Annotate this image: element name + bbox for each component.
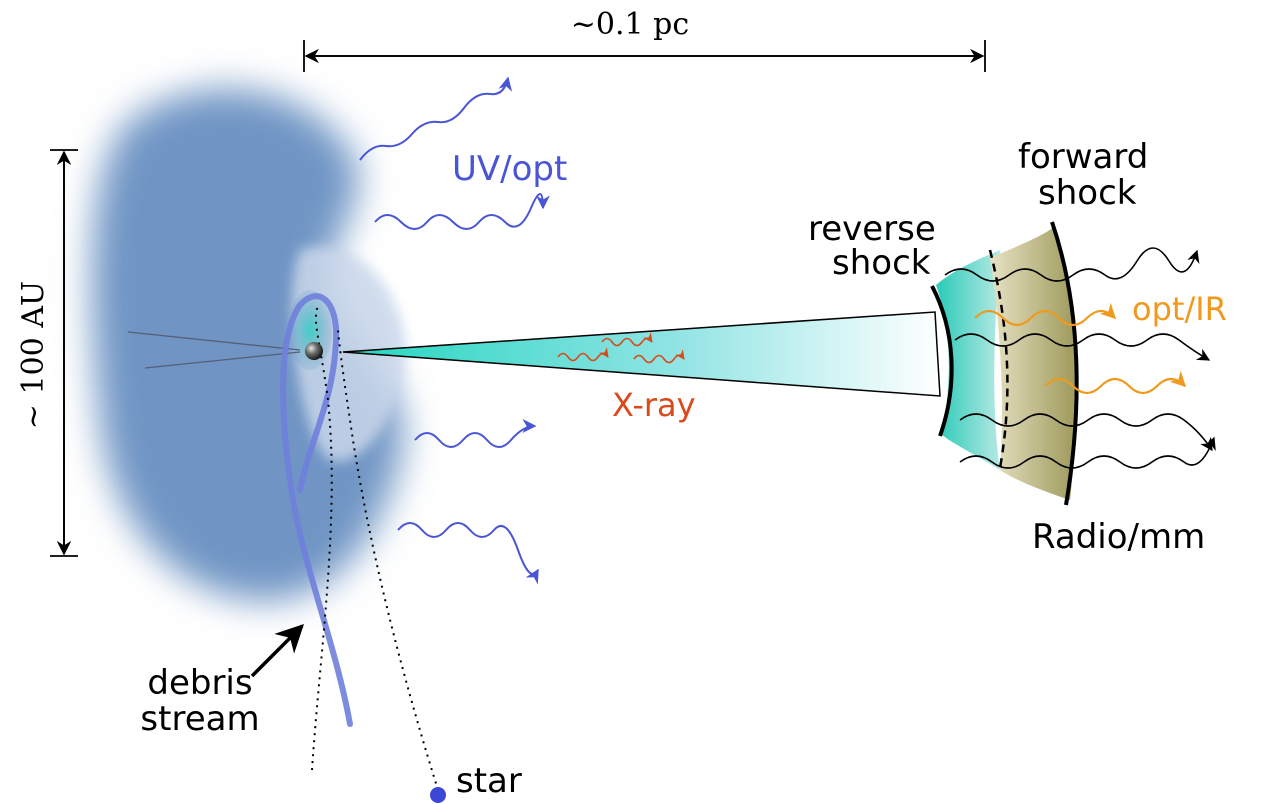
debris-pointer-arrow — [250, 624, 304, 678]
reverse-shock-label-line2: shock — [832, 243, 931, 283]
reverse-shock-region — [936, 250, 1000, 470]
jet-cone — [342, 311, 941, 397]
scale-horizontal-label: ~0.1 pc — [571, 7, 689, 42]
x-ray-label: X-ray — [612, 386, 696, 424]
debris-stream-label-line1: debris — [147, 663, 252, 703]
debris-stream-label-line2: stream — [140, 699, 259, 739]
opt-ir-label: opt/IR — [1132, 290, 1227, 328]
x-ray-waves — [557, 332, 685, 364]
black-hole — [305, 342, 323, 360]
reverse-shock-label-line1: reverse — [808, 209, 936, 249]
counter-jet-line-lower — [144, 351, 301, 369]
x-ray-wave-3 — [633, 349, 685, 364]
horizontal-scale-bar — [303, 40, 986, 72]
counter-jet-line-upper — [127, 331, 301, 351]
star-label: star — [456, 761, 522, 801]
uv-wave-1 — [359, 76, 513, 161]
radio-waves — [944, 247, 1216, 469]
star — [430, 787, 446, 803]
uv-opt-label: UV/opt — [452, 149, 567, 189]
x-ray-wave-2 — [601, 332, 653, 347]
contact-discontinuity — [988, 249, 1009, 469]
uv-wave-4 — [397, 522, 539, 585]
forward-shock-label-line1: forward — [1018, 137, 1148, 177]
radio-mm-label: Radio/mm — [1032, 517, 1205, 557]
x-ray-wave-1 — [557, 347, 609, 362]
vertical-scale-bar — [50, 149, 78, 557]
opt-ir-waves — [974, 302, 1187, 395]
debris-stream — [280, 293, 353, 727]
radio-wave-1 — [944, 247, 1200, 282]
scale-vertical-label: ~ 100 AU — [16, 281, 51, 429]
radio-wave-4 — [959, 436, 1216, 469]
radio-wave-2 — [954, 333, 1211, 361]
uv-wave-3 — [414, 419, 537, 448]
reverse-shock-front — [930, 285, 954, 437]
forward-shock-region — [990, 226, 1077, 500]
radio-wave-3 — [959, 413, 1213, 452]
uv-opt-waves — [359, 76, 550, 585]
opt-ir-wave-1 — [974, 302, 1117, 327]
star-orbit — [311, 305, 439, 791]
opt-ir-wave-2 — [1044, 370, 1187, 395]
forward-shock-label-line2: shock — [1038, 173, 1137, 213]
uv-wave-2 — [374, 193, 550, 230]
